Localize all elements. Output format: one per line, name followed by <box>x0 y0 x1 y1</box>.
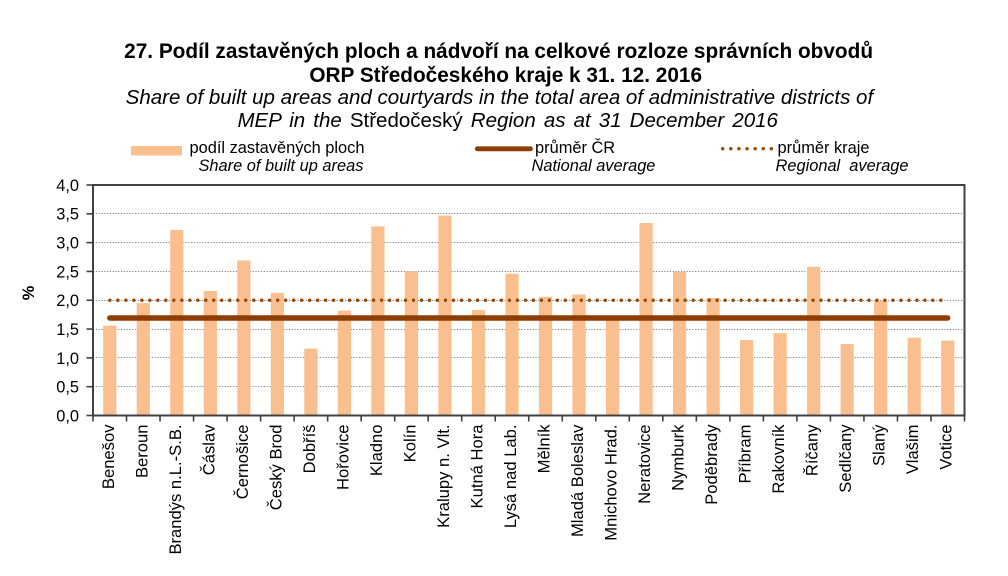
svg-text:Poděbrady: Poděbrady <box>702 424 721 505</box>
svg-text:4,0: 4,0 <box>56 177 79 195</box>
svg-text:Kutná Hora: Kutná Hora <box>467 424 486 509</box>
svg-text:Benešov: Benešov <box>99 424 118 489</box>
svg-text:podíl zastavěných ploch: podíl zastavěných ploch <box>190 139 365 157</box>
svg-text:ORP Středočeského kraje k 31.: ORP Středočeského kraje k 31. 12. 2016 <box>309 64 702 87</box>
svg-text:2,0: 2,0 <box>56 292 79 310</box>
svg-text:průměr ČR: průměr ČR <box>535 138 615 157</box>
svg-text:Votice: Votice <box>937 425 956 470</box>
svg-text:Nymburk: Nymburk <box>669 424 688 491</box>
svg-text:Vlašim: Vlašim <box>903 425 922 475</box>
svg-text:1,0: 1,0 <box>56 350 79 368</box>
svg-text:Český Brod: Český Brod <box>266 425 285 511</box>
svg-text:Kralupy n. Vlt.: Kralupy n. Vlt. <box>434 425 453 528</box>
svg-text:0,5: 0,5 <box>56 379 79 397</box>
svg-text:1,5: 1,5 <box>56 321 79 339</box>
svg-text:Sedlčany: Sedlčany <box>836 424 855 493</box>
svg-text:Brandýs n.L.-S.B.: Brandýs n.L.-S.B. <box>166 425 185 555</box>
svg-text:Říčany: Říčany <box>803 424 822 476</box>
svg-text:%: % <box>20 285 38 300</box>
svg-text:0,0: 0,0 <box>56 407 79 425</box>
svg-text:3,5: 3,5 <box>56 206 79 224</box>
svg-text:Příbram: Příbram <box>736 425 755 484</box>
svg-text:Kolín: Kolín <box>400 425 419 463</box>
svg-text:3,0: 3,0 <box>56 235 79 253</box>
svg-text:Černošice: Černošice <box>233 425 252 500</box>
svg-text:Beroun: Beroun <box>132 425 151 479</box>
svg-text:Slaný: Slaný <box>870 424 889 466</box>
svg-text:Share of built up areas: Share of built up areas <box>199 157 364 175</box>
svg-text:Hořovice: Hořovice <box>333 425 352 490</box>
svg-text:27. Podíl zastavěných ploch a: 27. Podíl zastavěných ploch a nádvoří na… <box>124 40 873 63</box>
svg-text:MEP in the Středočeský Region: MEP in the Středočeský Region as at 31 D… <box>237 109 778 132</box>
svg-text:Regional average: Regional average <box>776 157 909 175</box>
svg-text:Mladá Boleslav: Mladá Boleslav <box>568 424 587 537</box>
svg-text:National average: National average <box>532 157 656 175</box>
svg-text:Čáslav: Čáslav <box>199 424 218 475</box>
svg-text:Kladno: Kladno <box>367 425 386 477</box>
svg-text:Dobříš: Dobříš <box>300 425 319 474</box>
svg-text:Share of built up areas and co: Share of built up areas and courtyards i… <box>126 86 876 109</box>
svg-text:Mělník: Mělník <box>535 424 554 474</box>
svg-text:Lysá nad Lab.: Lysá nad Lab. <box>501 425 520 529</box>
svg-text:Neratovice: Neratovice <box>635 425 654 504</box>
svg-text:Rakovník: Rakovník <box>769 424 788 494</box>
svg-text:Mnichovo Hrad.: Mnichovo Hrad. <box>602 425 621 541</box>
svg-text:2,5: 2,5 <box>56 263 79 281</box>
svg-text:průměr kraje: průměr kraje <box>778 139 870 157</box>
